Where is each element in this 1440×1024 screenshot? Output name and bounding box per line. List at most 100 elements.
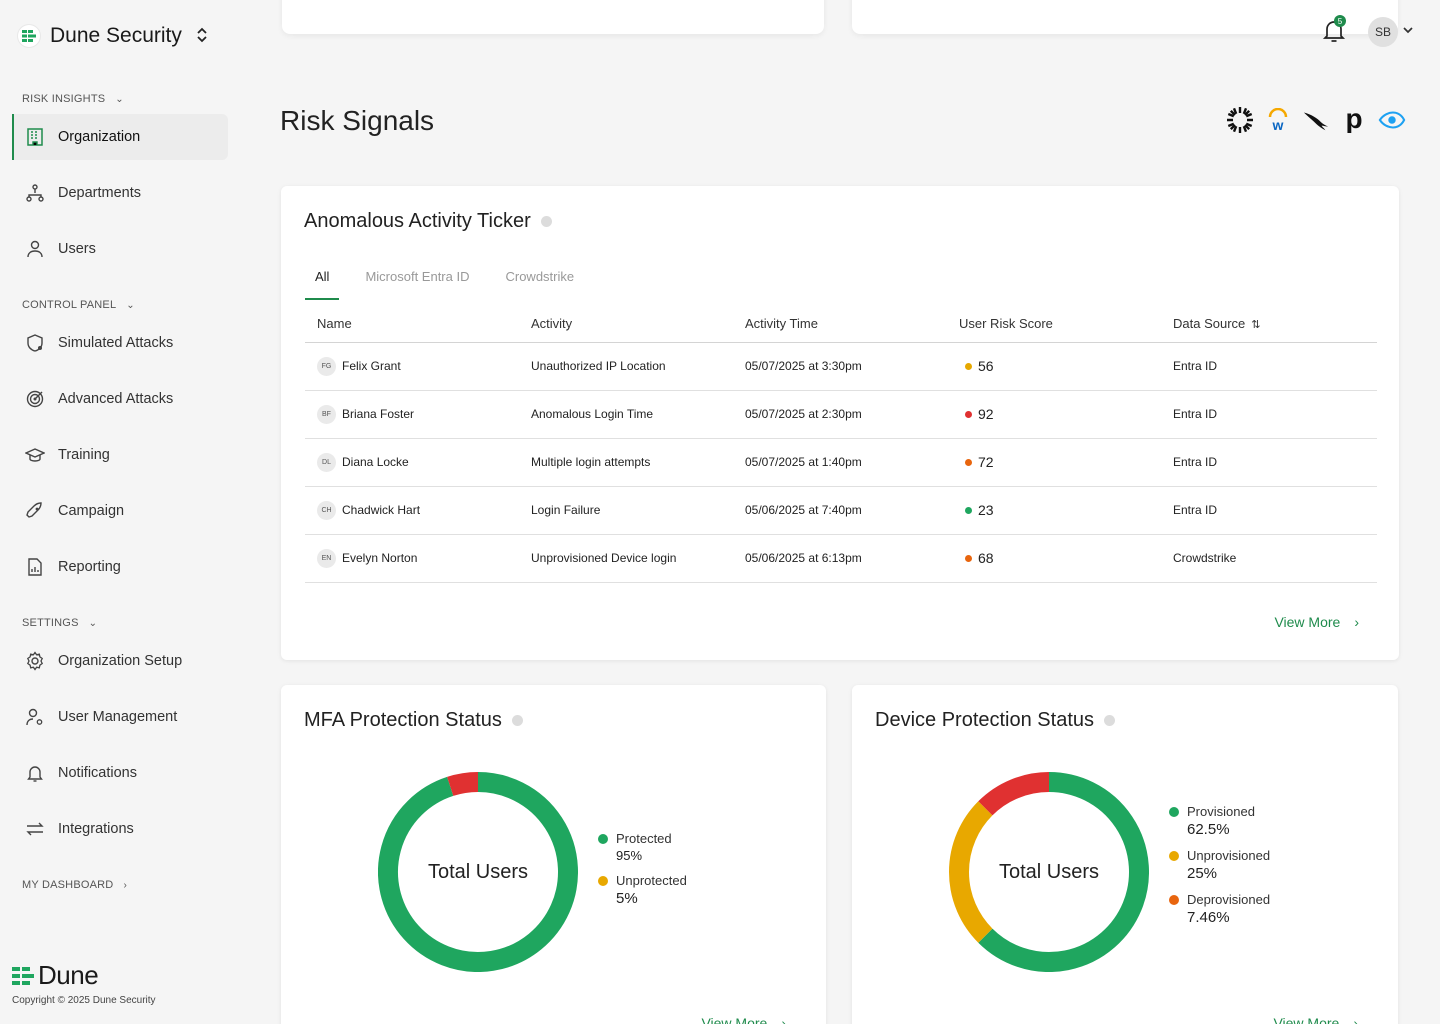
cell-activity: Anomalous Login Time	[519, 390, 733, 439]
column-header-activity-time[interactable]: Activity Time	[733, 316, 947, 343]
sidebar-item-users[interactable]: Users	[12, 226, 228, 272]
section-my-dashboard[interactable]: MY DASHBOARD ›	[22, 879, 127, 891]
table-row[interactable]: BF Briana Foster Anomalous Login Time 05/07…	[305, 390, 1377, 439]
cell-activity-time: 05/07/2025 at 2:30pm	[733, 390, 947, 439]
donut-segment[interactable]	[378, 772, 578, 972]
legend-value: 5%	[616, 890, 638, 907]
legend-value: 62.5%	[1187, 821, 1230, 838]
cell-name: DL Diana Locke	[305, 438, 519, 487]
sidebar-item-reporting[interactable]: Reporting	[12, 544, 228, 590]
legend-item-unprotected: Unprotected 5%	[598, 873, 687, 907]
tab-crowdstrike[interactable]: Crowdstrike	[505, 269, 575, 284]
help-icon[interactable]	[540, 216, 552, 227]
table-row[interactable]: FG Felix Grant Unauthorized IP Location 05/…	[305, 342, 1377, 391]
cell-risk-score: 72	[947, 438, 1161, 487]
user-cell: CH Chadwick Hart	[317, 500, 519, 520]
user-avatar[interactable]: SB	[1368, 17, 1398, 47]
org-name: Dune Security	[50, 24, 182, 47]
sidebar-item-label: Training	[58, 447, 110, 463]
donut-segment[interactable]	[447, 772, 479, 797]
sidebar-item-simulated-attacks[interactable]: Simulated Attacks	[12, 320, 228, 366]
sidebar-item-notifications[interactable]: Notifications	[12, 750, 228, 796]
top-card	[852, 0, 1398, 34]
sidebar-item-departments[interactable]: Departments	[12, 170, 228, 216]
section-settings[interactable]: SETTINGS ⌄	[22, 617, 97, 629]
p-logo-icon[interactable]: p	[1340, 106, 1368, 134]
sidebar-item-organization[interactable]: Organization	[12, 114, 228, 160]
donut-segment[interactable]	[978, 772, 1149, 972]
sidebar-item-training[interactable]: Training	[12, 432, 228, 478]
activity-table: Name Activity Activity Time User Risk Sc…	[305, 316, 1377, 583]
view-more-link[interactable]: View More ›	[701, 1015, 786, 1024]
card-title: MFA Protection Status	[304, 709, 523, 732]
legend-label: Unprotected	[616, 873, 687, 888]
help-icon[interactable]	[511, 715, 523, 726]
sidebar-item-user-management[interactable]: User Management	[12, 694, 228, 740]
crowdstrike-falcon-logo-icon[interactable]	[1302, 106, 1330, 134]
sunburst-logo-icon[interactable]	[1226, 106, 1254, 134]
table-row[interactable]: EN Evelyn Norton Unprovisioned Device logi…	[305, 534, 1377, 583]
cell-data-source: Crowdstrike	[1161, 534, 1377, 583]
donut-center-label: Total Users	[998, 860, 1100, 883]
legend-dot	[598, 876, 608, 886]
integration-logos: w p	[1226, 106, 1406, 134]
legend-item-unprovisioned: Unprovisioned 25%	[1169, 848, 1270, 882]
report-icon	[24, 556, 46, 578]
card-title-text: Anomalous Activity Ticker	[304, 210, 531, 232]
user-name[interactable]: Chadwick Hart	[342, 503, 421, 517]
view-more-label: View More	[1273, 1015, 1340, 1024]
risk-score: 92	[959, 406, 1161, 422]
user-name[interactable]: Diana Locke	[342, 455, 409, 469]
table-row[interactable]: DL Diana Locke Multiple login attempts 05/0…	[305, 438, 1377, 487]
tab-all[interactable]: All	[305, 266, 340, 300]
notification-count-badge: 5	[1334, 15, 1346, 27]
sidebar-item-advanced-attacks[interactable]: Advanced Attacks	[12, 376, 228, 422]
sidebar-item-label: Campaign	[58, 503, 125, 519]
sidebar-item-label: Departments	[58, 185, 142, 201]
card-title-text: MFA Protection Status	[304, 709, 502, 731]
column-header-label: Data Source	[1173, 316, 1246, 331]
donut-segment[interactable]	[949, 801, 993, 943]
column-header-data-source[interactable]: Data Source ⇅	[1161, 316, 1377, 343]
sidebar-item-label: Reporting	[58, 559, 121, 575]
user-name[interactable]: Briana Foster	[342, 407, 415, 421]
mfa-legend: Protected 95% Unprotected 5%	[598, 831, 687, 917]
card-title-text: Device Protection Status	[875, 709, 1094, 731]
user-name[interactable]: Felix Grant	[342, 359, 401, 373]
user-gear-icon	[24, 706, 46, 728]
cell-activity: Unauthorized IP Location	[519, 342, 733, 391]
sidebar-item-campaign[interactable]: Campaign	[12, 488, 228, 534]
risk-score-value: 92	[978, 406, 994, 422]
rocket-icon	[24, 500, 46, 522]
column-header-name[interactable]: Name	[305, 316, 519, 343]
risk-score-value: 23	[978, 502, 994, 518]
cell-activity: Unprovisioned Device login	[519, 534, 733, 583]
section-label: RISK INSIGHTS	[22, 93, 106, 105]
donut-segment[interactable]	[978, 772, 1050, 816]
cell-name: FG Felix Grant	[305, 342, 519, 391]
sidebar-item-integrations[interactable]: Integrations	[12, 806, 228, 852]
tab-microsoft-entra-id[interactable]: Microsoft Entra ID	[365, 269, 470, 284]
card-title: Anomalous Activity Ticker	[304, 210, 552, 233]
user-name[interactable]: Evelyn Norton	[342, 551, 418, 565]
mfa-status-card: MFA Protection Status Total Users Protec…	[281, 685, 826, 1024]
cell-risk-score: 56	[947, 342, 1161, 391]
view-more-link[interactable]: View More ›	[1274, 614, 1359, 630]
anomalous-activity-card: Anomalous Activity Ticker All Microsoft …	[281, 186, 1399, 660]
view-more-link[interactable]: View More ›	[1273, 1015, 1358, 1024]
column-header-activity[interactable]: Activity	[519, 316, 733, 343]
eye-logo-icon[interactable]	[1378, 106, 1406, 134]
chevron-down-icon[interactable]	[1402, 24, 1414, 38]
org-switcher[interactable]: Dune Security	[18, 24, 208, 48]
section-risk-insights[interactable]: RISK INSIGHTS ⌄	[22, 93, 124, 105]
section-control-panel[interactable]: CONTROL PANEL ⌄	[22, 299, 135, 311]
sort-icon[interactable]: ⇅	[1251, 319, 1261, 331]
help-icon[interactable]	[1104, 715, 1115, 726]
workday-logo-icon[interactable]: w	[1264, 106, 1292, 134]
page-title: Risk Signals	[280, 105, 435, 136]
sidebar-item-organization-setup[interactable]: Organization Setup	[12, 638, 228, 684]
building-icon	[24, 126, 46, 148]
column-header-risk-score[interactable]: User Risk Score	[947, 316, 1161, 343]
sidebar-item-label: Simulated Attacks	[58, 335, 174, 351]
table-row[interactable]: CH Chadwick Hart Login Failure 05/06/2025 a…	[305, 486, 1377, 535]
